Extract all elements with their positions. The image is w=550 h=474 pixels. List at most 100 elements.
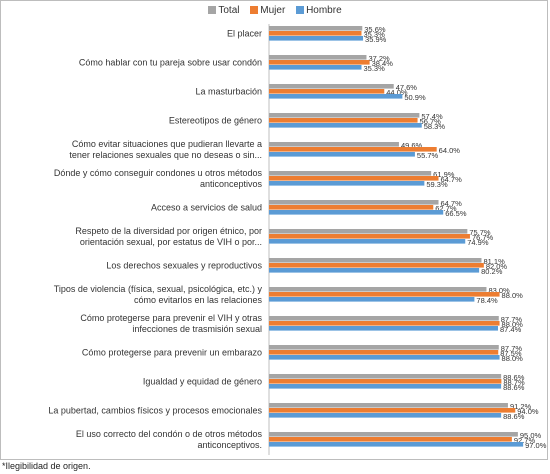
category-label: La masturbación (195, 86, 262, 96)
category-label-line: Acceso a servicios de salud (151, 202, 262, 212)
bar-hombre (269, 442, 524, 447)
bar-hombre (269, 181, 425, 186)
legend-swatch-hombre (296, 6, 305, 14)
category-label-line: Cómo evitar situaciones que pudieran lle… (72, 139, 262, 149)
data-label-hombre: 35.3% (363, 64, 385, 73)
data-label-hombre: 87.4% (500, 325, 522, 334)
bar-mujer (269, 205, 434, 210)
category-label-line: El placer (227, 28, 262, 38)
category-label-line: anticonceptivos (200, 179, 263, 189)
data-label-total: 37.2% (368, 54, 390, 63)
bar-hombre (269, 123, 422, 128)
bar-total (269, 345, 499, 350)
bar-total (269, 26, 363, 31)
category-label: Cómo hablar con tu pareja sobre usar con… (79, 57, 262, 67)
bar-mujer (269, 321, 500, 326)
legend-item-hombre: Hombre (296, 5, 342, 16)
category-label-line: Cómo protegerse para prevenir el VIH y o… (80, 313, 262, 323)
data-label-hombre: 88.6% (503, 412, 525, 421)
data-label-total: 49.6% (401, 141, 423, 150)
category-label-line: La pubertad, cambios físicos y procesos … (48, 405, 262, 415)
bar-mujer (269, 147, 437, 152)
legend-swatch-mujer (250, 6, 259, 14)
bar-total (269, 403, 508, 408)
data-label-hombre: 80.2% (481, 267, 503, 276)
data-label-mujer: 56.7% (420, 117, 442, 126)
data-label-hombre: 97.0% (525, 441, 547, 450)
data-label-mujer: 88.0% (502, 320, 524, 329)
bar-total (269, 432, 518, 437)
data-label-mujer: 35.3% (363, 30, 385, 39)
category-label-line: Igualdad y equidad de género (143, 376, 262, 386)
category-label-line: Estereotipos de género (169, 115, 262, 125)
data-label-hombre: 88.6% (503, 383, 525, 392)
bar-mujer (269, 263, 484, 268)
data-label-mujer: 38.4% (372, 59, 394, 68)
data-label-total: 81.1% (483, 257, 505, 266)
bar-hombre (269, 384, 502, 389)
bar-mujer (269, 234, 470, 239)
bar-mujer (269, 60, 370, 65)
data-label-total: 47.6% (396, 83, 418, 92)
data-label-total: 75.7% (469, 228, 491, 237)
bar-mujer (269, 89, 385, 94)
data-label-hombre: 66.5% (445, 209, 467, 218)
category-label-line: El uso correcto del condón o de otros mé… (76, 429, 263, 439)
data-label-total: 87.7% (501, 344, 523, 353)
bar-mujer (269, 31, 362, 36)
data-label-mujer: 88.7% (503, 378, 525, 387)
bar-mujer (269, 437, 512, 442)
chart-footnote: *Ilegibilidad de origen. (2, 461, 91, 471)
category-label-line: Cómo protegerse para prevenir un embaraz… (82, 347, 262, 357)
category-label: Cómo evitar situaciones que pudieran lle… (69, 139, 262, 160)
data-label-total: 35.6% (364, 25, 386, 34)
data-label-total: 64.7% (441, 199, 463, 208)
data-label-total: 87.7% (501, 315, 523, 324)
category-label-line: Respeto de la diversidad por origen étni… (75, 226, 262, 236)
bar-chart: El placer 35.6%35.3%35.9%Cómo hablar con … (48, 24, 547, 455)
data-label-mujer: 64.0% (439, 146, 461, 155)
data-label-total: 83.0% (488, 286, 510, 295)
bar-hombre (269, 413, 502, 418)
data-label-hombre: 58.3% (424, 122, 446, 131)
chart-legend: Total Mujer Hombre (1, 5, 549, 16)
bar-hombre (269, 355, 500, 360)
bar-total (269, 374, 502, 379)
data-label-hombre: 59.3% (426, 180, 448, 189)
category-label-line: tener relaciones sexuales que no deseas … (69, 150, 262, 160)
bar-mujer (269, 292, 500, 297)
category-label: Respeto de la diversidad por origen étni… (75, 226, 262, 247)
data-label-hombre: 55.7% (417, 151, 439, 160)
bar-hombre (269, 268, 480, 273)
category-label: Cómo protegerse para prevenir un embaraz… (82, 347, 262, 357)
category-label-line: Tipos de violencia (física, sexual, psic… (54, 284, 263, 294)
category-label: La pubertad, cambios físicos y procesos … (48, 405, 262, 415)
bar-total (269, 287, 487, 292)
legend-item-total: Total (208, 5, 239, 16)
category-label: Tipos de violencia (física, sexual, psic… (54, 284, 263, 305)
data-label-hombre: 78.4% (476, 296, 498, 305)
data-label-mujer: 64.7% (441, 175, 463, 184)
category-label-line: cómo evitarlos en las relaciones (134, 295, 263, 305)
data-label-mujer: 76.7% (472, 233, 494, 242)
bar-hombre (269, 239, 466, 244)
bar-hombre (269, 297, 475, 302)
category-label-line: infecciones de trasmisión sexual (132, 324, 262, 334)
data-label-hombre: 88.0% (502, 354, 524, 363)
bar-mujer (269, 118, 418, 123)
bar-mujer (269, 176, 439, 181)
bar-mujer (269, 350, 499, 355)
bar-hombre (269, 210, 444, 215)
data-label-hombre: 35.9% (365, 35, 387, 44)
category-label: Estereotipos de género (169, 115, 262, 125)
data-label-mujer: 87.5% (500, 349, 522, 358)
category-label: Los derechos sexuales y reproductivos (106, 260, 262, 270)
bar-total (269, 142, 399, 147)
bar-hombre (269, 36, 364, 41)
data-label-mujer: 88.0% (502, 291, 524, 300)
category-label-line: Los derechos sexuales y reproductivos (106, 260, 262, 270)
category-label-line: La masturbación (195, 86, 262, 96)
legend-swatch-total (208, 6, 217, 14)
category-label: Dónde y cómo conseguir condones u otros … (54, 168, 263, 189)
bar-hombre (269, 65, 362, 70)
